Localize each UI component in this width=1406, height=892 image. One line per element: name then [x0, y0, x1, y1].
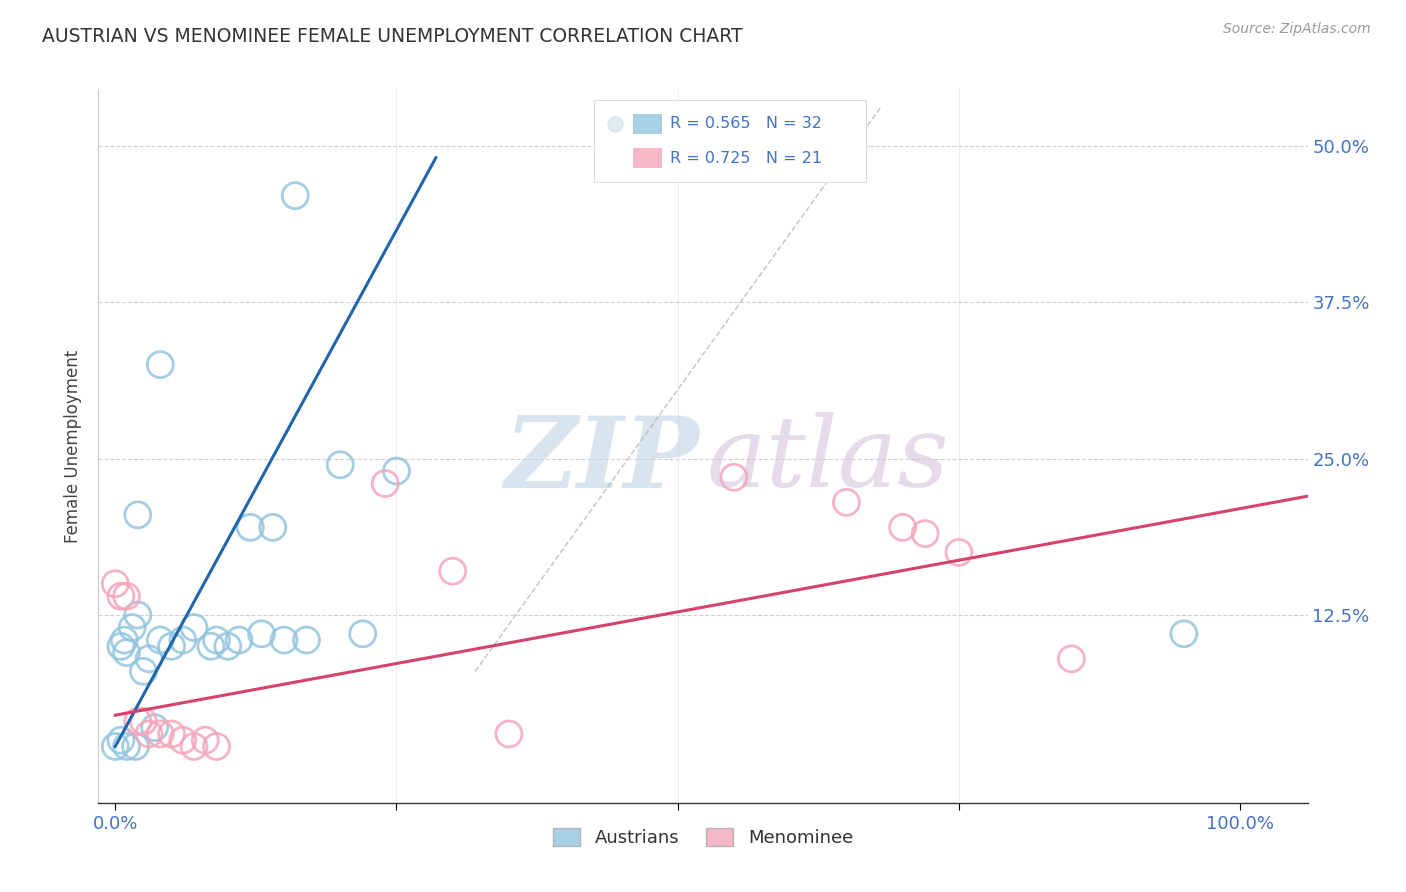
- Point: [104, 739, 127, 754]
- Point: [385, 464, 408, 478]
- Legend: Austrians, Menominee: Austrians, Menominee: [546, 821, 860, 855]
- Point: [110, 733, 132, 747]
- Point: [115, 589, 138, 603]
- Point: [273, 633, 295, 648]
- Point: [172, 633, 194, 648]
- Point: [183, 621, 205, 635]
- Point: [115, 739, 138, 754]
- Point: [149, 633, 172, 648]
- Point: [127, 714, 149, 729]
- Text: AUSTRIAN VS MENOMINEE FEMALE UNEMPLOYMENT CORRELATION CHART: AUSTRIAN VS MENOMINEE FEMALE UNEMPLOYMEN…: [42, 27, 742, 45]
- Point: [441, 564, 464, 578]
- Point: [112, 633, 135, 648]
- Point: [835, 495, 858, 509]
- Point: [115, 646, 138, 660]
- Point: [329, 458, 352, 472]
- Point: [284, 188, 307, 202]
- Point: [498, 727, 520, 741]
- Point: [138, 652, 160, 666]
- Point: [914, 526, 936, 541]
- Point: [239, 520, 262, 534]
- Point: [262, 520, 284, 534]
- Point: [891, 520, 914, 534]
- Point: [149, 727, 172, 741]
- Text: ZIP: ZIP: [505, 412, 699, 508]
- Text: Source: ZipAtlas.com: Source: ZipAtlas.com: [1223, 22, 1371, 37]
- Point: [205, 633, 228, 648]
- FancyBboxPatch shape: [595, 100, 866, 182]
- Point: [121, 621, 143, 635]
- Point: [194, 733, 217, 747]
- Point: [1060, 652, 1083, 666]
- Text: R = 0.565   N = 32: R = 0.565 N = 32: [671, 116, 823, 131]
- Point: [183, 739, 205, 754]
- Point: [250, 627, 273, 641]
- Point: [138, 727, 160, 741]
- Point: [143, 721, 166, 735]
- Y-axis label: Female Unemployment: Female Unemployment: [65, 350, 83, 542]
- Text: atlas: atlas: [707, 413, 949, 508]
- Point: [127, 607, 149, 622]
- Point: [205, 739, 228, 754]
- Point: [110, 640, 132, 654]
- Point: [110, 589, 132, 603]
- Point: [228, 633, 250, 648]
- FancyBboxPatch shape: [633, 113, 662, 134]
- Point: [723, 470, 745, 484]
- Point: [217, 640, 239, 654]
- Point: [295, 633, 318, 648]
- Point: [200, 640, 222, 654]
- Point: [124, 739, 146, 754]
- FancyBboxPatch shape: [633, 148, 662, 169]
- Point: [132, 714, 155, 729]
- Point: [127, 508, 149, 522]
- Point: [948, 545, 970, 559]
- Point: [149, 358, 172, 372]
- Point: [172, 733, 194, 747]
- Point: [374, 476, 396, 491]
- Point: [352, 627, 374, 641]
- Point: [104, 576, 127, 591]
- Point: [132, 665, 155, 679]
- Point: [160, 727, 183, 741]
- Text: R = 0.725   N = 21: R = 0.725 N = 21: [671, 151, 823, 166]
- Point: [1173, 627, 1195, 641]
- Point: [160, 640, 183, 654]
